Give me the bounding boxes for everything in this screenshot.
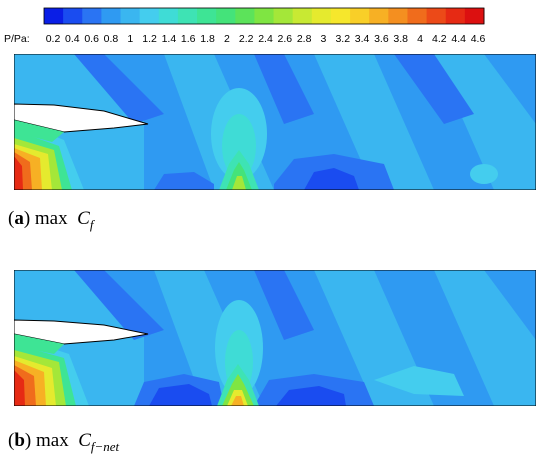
colorbar-tick-label: 4.4 — [451, 33, 466, 45]
caption-b-letter: b — [14, 430, 25, 451]
colorbar-tick-label: 0.6 — [84, 33, 99, 45]
colorbar-swatch — [254, 8, 275, 24]
caption-a-open: ( — [8, 208, 15, 229]
colorbar-swatch — [139, 8, 160, 24]
colorbar-tick-labels: 0.2 0.4 0.6 0.8 1 1.2 1.4 1.6 1.8 2 2.2 2.4 2.6 2.8 3 3… — [46, 33, 486, 45]
colorbar-swatch — [216, 8, 236, 24]
caption-a-close: ) — [23, 208, 31, 229]
caption-b-symbol: C — [78, 430, 91, 451]
pressure-colorbar: P/Pa: 0.2 0.4 0.6 0.8 1 1.2 1.4 1.6 1.8 2 2.2 2.4 2.… — [4, 7, 486, 45]
colorbar-swatch — [330, 8, 351, 24]
colorbar-label: P/Pa: — [4, 33, 30, 45]
colorbar-swatch — [177, 8, 198, 24]
colorbar-swatch — [44, 8, 64, 24]
colorbar-tick-label: 2.2 — [239, 33, 254, 45]
colorbar-tick-label: 2.4 — [258, 33, 273, 45]
colorbar-tick-label: 1.2 — [142, 33, 157, 45]
colorbar-tick-label: 1.8 — [200, 33, 215, 45]
colorbar-swatch — [407, 8, 428, 24]
caption-a-subscript: f — [89, 216, 94, 232]
colorbar-swatch — [82, 8, 102, 24]
colorbar-tick-label: 0.4 — [65, 33, 80, 45]
colorbar-swatch — [120, 8, 141, 24]
colorbar-tick-label: 0.8 — [104, 33, 119, 45]
colorbar-swatch — [426, 8, 447, 24]
caption-b-subscript: f−net — [90, 438, 120, 454]
caption-b: (b) max Cf−net — [8, 430, 119, 455]
colorbar-tick-label: 3.4 — [355, 33, 370, 45]
colorbar-tick-label: 1.4 — [162, 33, 177, 45]
caption-b-text: max — [35, 430, 69, 451]
colorbar-swatch — [464, 8, 485, 24]
colorbar-swatch — [388, 8, 408, 24]
caption-b-close: ) — [24, 430, 32, 451]
colorbar-tick-label: 3.6 — [374, 33, 389, 45]
colorbar-swatch — [369, 8, 389, 24]
contour-field-a — [14, 54, 536, 190]
colorbar-tick-label: 3 — [321, 33, 327, 45]
caption-a-text: max — [34, 208, 68, 229]
colorbar-swatch — [311, 8, 332, 24]
colorbar-swatch — [445, 8, 466, 24]
colorbar-swatch — [292, 8, 313, 24]
colorbar-tick-label: 4.2 — [432, 33, 447, 45]
colorbar-swatch — [63, 8, 83, 24]
colorbar-tick-label: 2 — [224, 33, 230, 45]
colorbar-swatch — [158, 8, 179, 24]
contour-field-b — [14, 270, 536, 406]
caption-a-letter: a — [14, 208, 24, 229]
caption-a-symbol: C — [77, 208, 90, 229]
colorbar-swatch — [235, 8, 255, 24]
colorbar-tick-label: 2.8 — [297, 33, 312, 45]
colorbar-tick-label: 0.2 — [46, 33, 61, 45]
colorbar-swatch — [350, 8, 370, 24]
colorbar-tick-label: 3.8 — [393, 33, 408, 45]
colorbar-tick-label: 2.6 — [278, 33, 293, 45]
colorbar-swatch — [101, 8, 122, 24]
colorbar-swatch — [197, 8, 217, 24]
colorbar-tick-label: 3.2 — [335, 33, 350, 45]
colorbar-swatches — [43, 7, 485, 25]
colorbar-swatch — [273, 8, 294, 24]
colorbar-tick-label: 1.6 — [181, 33, 196, 45]
colorbar-tick-label: 4.6 — [471, 33, 486, 45]
colorbar-tick-label: 4 — [417, 33, 423, 45]
colorbar-tick-label: 1 — [127, 33, 133, 45]
caption-b-open: ( — [8, 430, 15, 451]
caption-a: (a) max Cf — [8, 208, 93, 233]
